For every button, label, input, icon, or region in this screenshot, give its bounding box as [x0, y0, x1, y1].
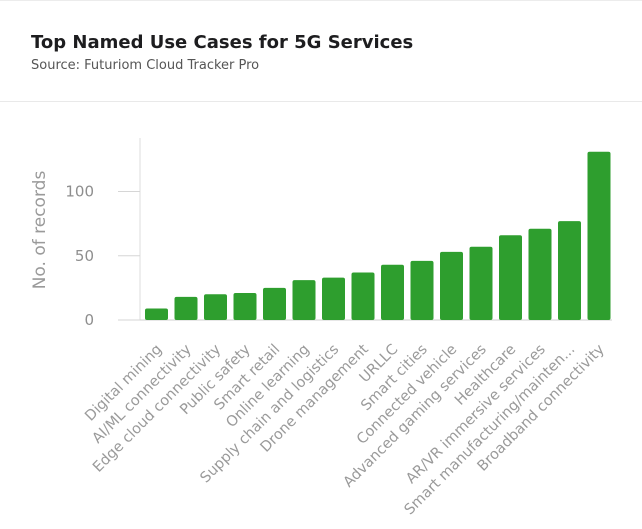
y-tick-label: 100	[65, 183, 94, 201]
bar	[174, 296, 198, 320]
bar	[204, 294, 227, 320]
bar	[381, 264, 404, 320]
bar	[587, 151, 611, 320]
x-tick-label: Edge cloud connectivity	[90, 341, 224, 475]
bar	[410, 260, 434, 320]
bar	[145, 308, 168, 320]
bar	[263, 287, 286, 320]
bar	[558, 221, 581, 320]
chart-bars	[145, 151, 611, 320]
bar	[499, 235, 522, 320]
y-axis-ticks: 0 50 100	[65, 183, 140, 329]
y-tick-label: 0	[84, 311, 94, 329]
chart-header: Top Named Use Cases for 5G Services Sour…	[0, 1, 642, 102]
y-axis-label: No. of records	[30, 171, 50, 290]
bar	[469, 246, 493, 320]
bar	[322, 277, 345, 320]
bar	[528, 228, 552, 320]
bar	[292, 280, 316, 320]
bar	[233, 293, 257, 320]
chart-subtitle: Source: Futuriom Cloud Tracker Pro	[31, 58, 260, 73]
chart-title: Top Named Use Cases for 5G Services	[31, 32, 414, 53]
bar	[440, 251, 463, 320]
bar	[351, 272, 375, 320]
y-tick-label: 50	[75, 247, 94, 265]
